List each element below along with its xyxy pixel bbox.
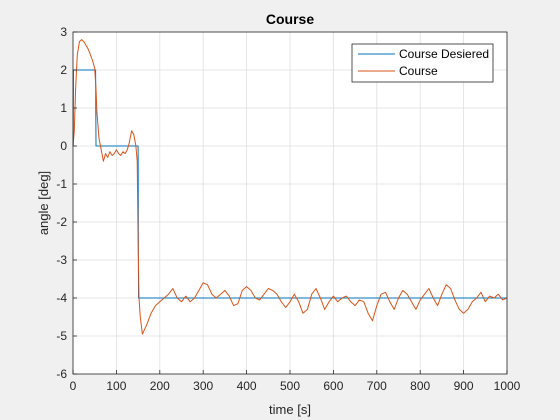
y-tick-label: 3 — [60, 25, 67, 39]
x-tick-label: 400 — [237, 379, 257, 393]
x-tick-label: 1000 — [494, 379, 521, 393]
y-tick-label: 0 — [60, 139, 67, 153]
y-tick-label: -3 — [56, 253, 67, 267]
x-tick-label: 800 — [410, 379, 430, 393]
x-tick-label: 700 — [367, 379, 387, 393]
x-tick-label: 100 — [106, 379, 126, 393]
legend: Course Desiered Course — [351, 43, 494, 83]
x-tick-label: 600 — [323, 379, 343, 393]
legend-label-course-desiered: Course Desiered — [399, 47, 489, 61]
y-axis-label: angle [deg] — [36, 171, 51, 235]
ticks: 0 100 200 300 400 500 600 700 800 900 1000 -6 -5 -4 -3… — [56, 25, 520, 393]
x-tick-label: 300 — [193, 379, 213, 393]
chart-title: Course — [266, 11, 314, 27]
y-tick-label: 1 — [60, 101, 67, 115]
series-line-course — [72, 39, 508, 335]
y-tick-label: 2 — [60, 63, 67, 77]
y-tick-label: -1 — [56, 177, 67, 191]
x-tick-label: 0 — [70, 379, 77, 393]
y-tick-label: -6 — [56, 367, 67, 381]
x-tick-label: 900 — [454, 379, 474, 393]
y-tick-label: -4 — [56, 291, 67, 305]
x-axis-label: time [s] — [269, 402, 311, 417]
x-tick-label: 500 — [280, 379, 300, 393]
y-tick-label: -2 — [56, 215, 67, 229]
y-tick-label: -5 — [56, 329, 67, 343]
legend-label-course: Course — [399, 64, 438, 78]
x-tick-label: 200 — [150, 379, 170, 393]
legend-box — [351, 43, 494, 83]
